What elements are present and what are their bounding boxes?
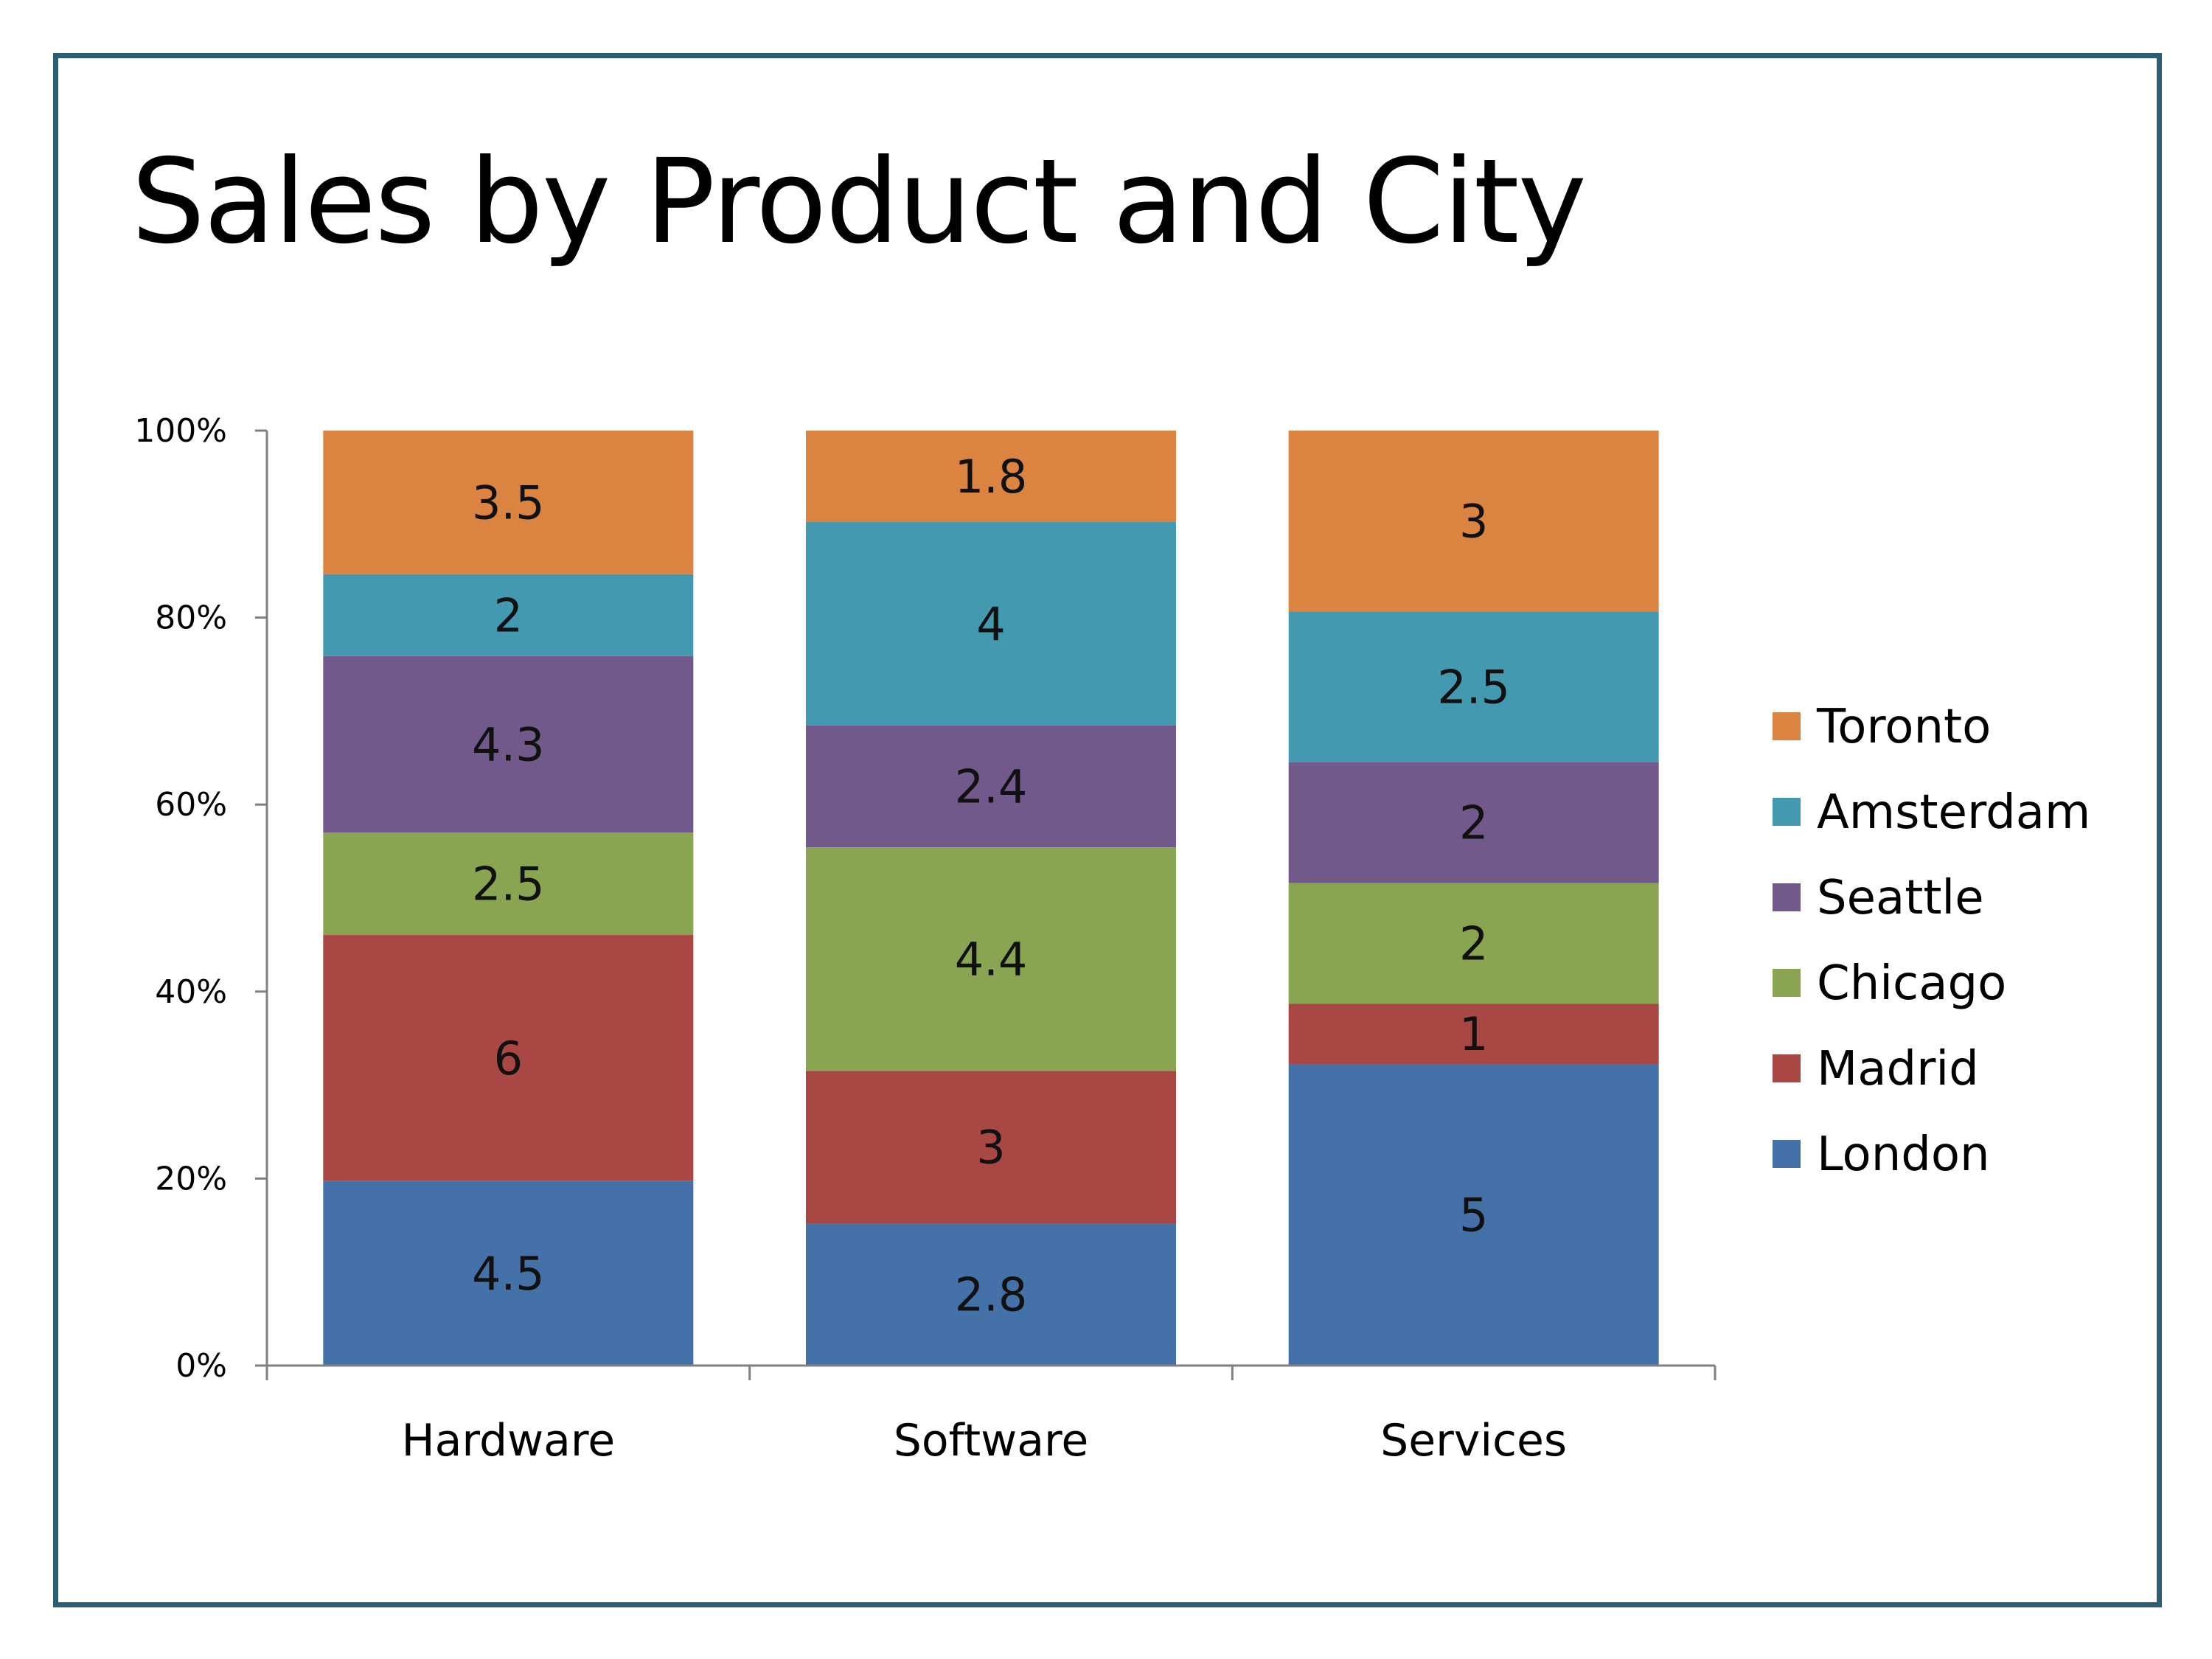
- legend-swatch-toronto: [1773, 712, 1801, 740]
- data-label-services-toronto: 3: [1459, 495, 1488, 549]
- y-tick-label: 40%: [155, 973, 227, 1011]
- x-tick-label-hardware: Hardware: [401, 1415, 615, 1467]
- data-label-services-madrid: 1: [1459, 1007, 1488, 1061]
- data-label-services-seattle: 2: [1459, 796, 1488, 850]
- legend-swatch-london: [1773, 1140, 1801, 1168]
- data-label-hardware-toronto: 3.5: [472, 476, 545, 529]
- data-label-software-london: 2.8: [955, 1268, 1028, 1322]
- bar-hardware-chicago: [323, 832, 694, 936]
- legend: Toronto Amsterdam Seattle Chicago Madrid Lond…: [1773, 700, 2090, 1182]
- x-tick-label-software: Software: [894, 1415, 1089, 1467]
- axes-layer: 0% 20% 40% 60% 80% 100% Hardware Software Servic…: [134, 412, 1717, 1467]
- bar-hardware-london: [323, 1180, 694, 1366]
- bar-services-seattle: [1288, 762, 1659, 883]
- y-tick-label: 80%: [155, 599, 227, 637]
- bar-software-seattle: [806, 725, 1176, 848]
- bar-services-london: [1288, 1063, 1659, 1366]
- bar-services-madrid: [1288, 1004, 1659, 1064]
- y-tick-label: 20%: [155, 1160, 227, 1197]
- legend-label-toronto: Toronto: [1816, 700, 1991, 754]
- legend-label-chicago: Chicago: [1817, 956, 2006, 1011]
- bar-software-amsterdam: [806, 522, 1176, 726]
- bar-software-chicago: [806, 847, 1176, 1071]
- bar-hardware-madrid: [323, 935, 694, 1181]
- legend-label-london: London: [1817, 1127, 1990, 1182]
- data-label-hardware-london: 4.5: [472, 1247, 545, 1301]
- legend-label-madrid: Madrid: [1817, 1042, 1979, 1096]
- bar-hardware-toronto: [323, 431, 694, 574]
- data-label-services-chicago: 2: [1459, 917, 1488, 970]
- data-label-software-madrid: 3: [976, 1121, 1005, 1175]
- y-tick-label: 60%: [155, 786, 227, 824]
- legend-label-amsterdam: Amsterdam: [1817, 785, 2090, 840]
- data-labels-layer: 4.5 6 2.5 4.3 2 3.5 2.8 3 4.4 2.4 4 1.8 5 1 2 2 2.5 3: [472, 450, 1510, 1322]
- data-label-software-seattle: 2.4: [955, 759, 1028, 813]
- data-label-hardware-madrid: 6: [494, 1032, 523, 1085]
- data-label-software-chicago: 4.4: [955, 933, 1028, 987]
- bar-software-toronto: [806, 431, 1176, 523]
- x-tick-label-services: Services: [1380, 1415, 1567, 1467]
- bar-services-toronto: [1288, 431, 1659, 612]
- data-label-hardware-seattle: 4.3: [472, 717, 545, 771]
- bar-services-amsterdam: [1288, 611, 1659, 762]
- data-label-software-amsterdam: 4: [976, 597, 1005, 651]
- bars-layer: [323, 431, 1659, 1366]
- legend-swatch-seattle: [1773, 883, 1801, 911]
- legend-swatch-madrid: [1773, 1054, 1801, 1082]
- y-tick-label: 100%: [134, 412, 227, 450]
- bar-software-madrid: [806, 1071, 1176, 1224]
- data-label-hardware-amsterdam: 2: [494, 588, 523, 642]
- data-label-hardware-chicago: 2.5: [472, 858, 545, 911]
- y-tick-label: 0%: [175, 1347, 227, 1385]
- legend-label-seattle: Seattle: [1817, 871, 1984, 925]
- data-label-software-toronto: 1.8: [955, 450, 1028, 504]
- bar-hardware-amsterdam: [323, 574, 694, 656]
- data-label-services-amsterdam: 2.5: [1437, 661, 1510, 714]
- data-label-services-london: 5: [1459, 1188, 1488, 1242]
- chart-title: Sales by Product and City: [131, 134, 1587, 270]
- bar-hardware-seattle: [323, 655, 694, 833]
- legend-swatch-chicago: [1773, 969, 1801, 997]
- bar-services-chicago: [1288, 883, 1659, 1004]
- bar-software-london: [806, 1223, 1176, 1366]
- legend-swatch-amsterdam: [1773, 798, 1801, 826]
